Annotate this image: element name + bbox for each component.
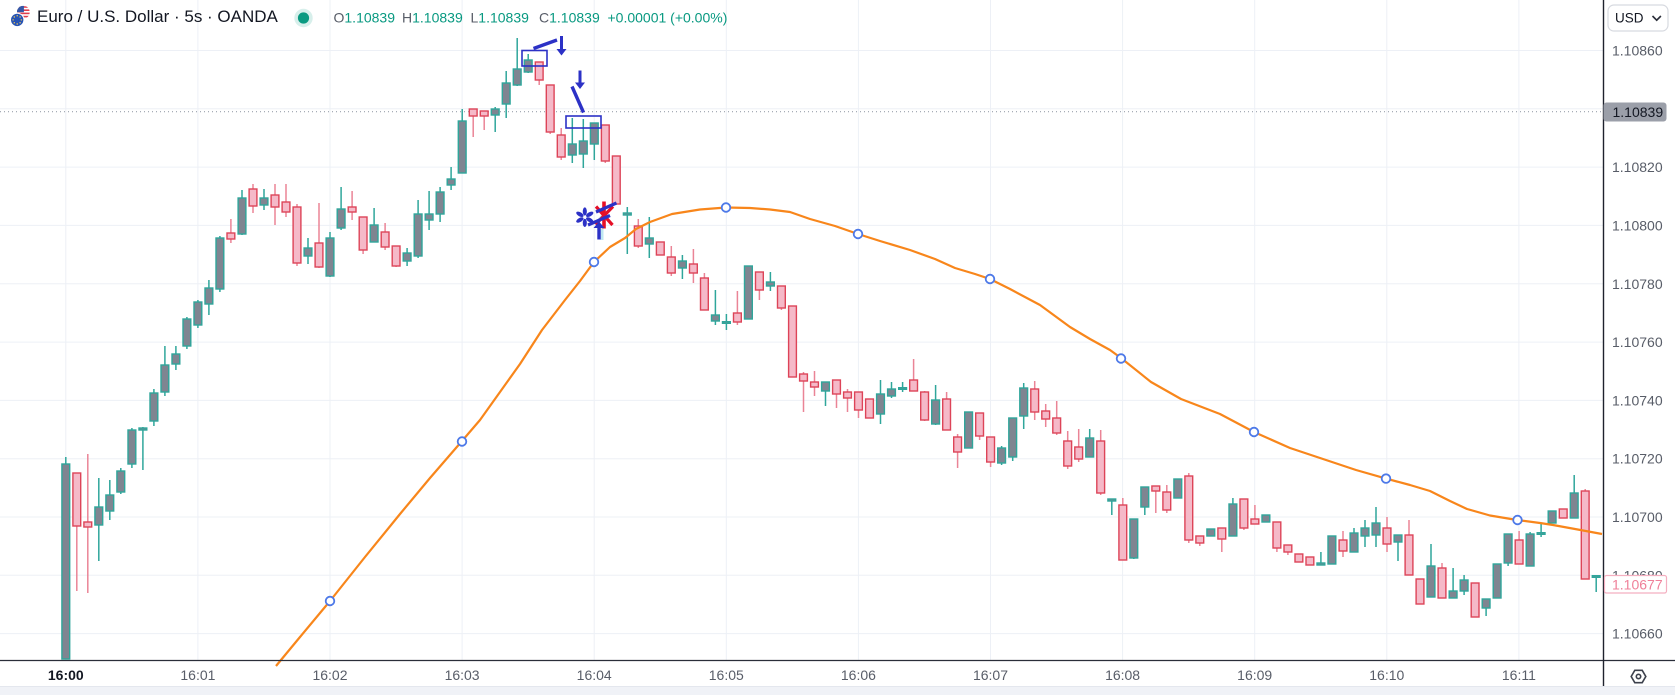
svg-text:L1.10839: L1.10839 [471, 10, 530, 26]
svg-text:16:04: 16:04 [577, 667, 612, 683]
svg-text:1.10800: 1.10800 [1612, 217, 1663, 233]
svg-text:1.10860: 1.10860 [1612, 43, 1663, 59]
svg-text:H1.10839: H1.10839 [402, 10, 463, 26]
svg-text:16:09: 16:09 [1237, 667, 1272, 683]
svg-text:16:00: 16:00 [48, 667, 84, 683]
svg-text:1.10720: 1.10720 [1612, 451, 1663, 467]
svg-text:1.10839: 1.10839 [1613, 104, 1664, 120]
svg-text:16:02: 16:02 [312, 667, 347, 683]
svg-text:1.10760: 1.10760 [1612, 334, 1663, 350]
svg-text:Euro / U.S. Dollar · 5s · OAND: Euro / U.S. Dollar · 5s · OANDA [37, 7, 279, 26]
svg-text:1.10740: 1.10740 [1612, 392, 1663, 408]
svg-text:C1.10839: C1.10839 [539, 10, 600, 26]
svg-text:16:11: 16:11 [1502, 667, 1536, 683]
svg-text:16:03: 16:03 [445, 667, 480, 683]
svg-text:16:08: 16:08 [1105, 667, 1140, 683]
svg-text:16:06: 16:06 [841, 667, 876, 683]
svg-text:1.10820: 1.10820 [1612, 159, 1663, 175]
svg-text:+0.00001 (+0.00%): +0.00001 (+0.00%) [608, 10, 728, 26]
svg-text:16:07: 16:07 [973, 667, 1008, 683]
svg-text:16:10: 16:10 [1369, 667, 1404, 683]
svg-text:16:05: 16:05 [709, 667, 744, 683]
svg-text:1.10700: 1.10700 [1612, 509, 1663, 525]
svg-text:O1.10839: O1.10839 [334, 10, 396, 26]
svg-text:1.10677: 1.10677 [1612, 577, 1663, 593]
svg-text:USD: USD [1615, 11, 1644, 26]
svg-text:1.10660: 1.10660 [1612, 626, 1663, 642]
svg-text:1.10780: 1.10780 [1612, 276, 1663, 292]
svg-text:16:01: 16:01 [180, 667, 215, 683]
